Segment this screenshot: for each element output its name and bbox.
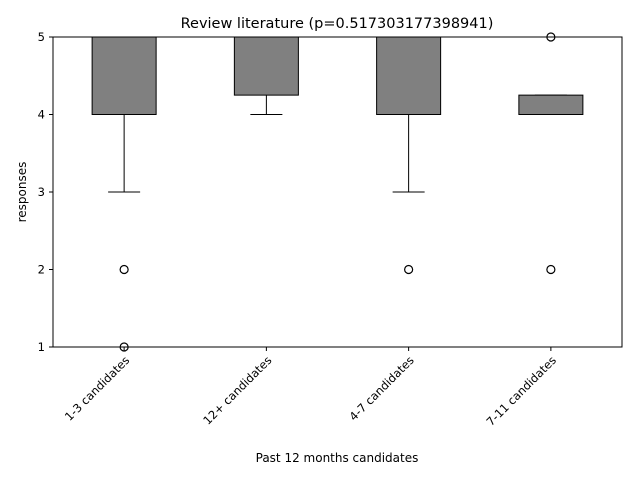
box-group [518,32,584,275]
outlier-point [119,264,129,275]
x-tick-label: 1-3 candidates [62,353,132,423]
y-axis-label: responses [15,162,29,223]
chart-title: Review literature (p=0.517303177398941) [181,16,494,32]
y-tick-label: 4 [38,108,45,122]
boxes-layer [91,32,584,352]
x-axis: 1-3 candidates 12+ candidates 4-7 candidat… [62,347,559,429]
x-tick-label: 7-11 candidates [483,353,559,429]
outlier-point [404,264,414,275]
x-tick-label: 12+ candidates [200,353,274,427]
box [376,36,442,115]
x-tick-label: 4-7 candidates [346,353,416,423]
y-axis: 1 2 3 4 5 [38,30,53,354]
y-tick-label: 3 [38,185,45,199]
x-axis-label: Past 12 months candidates [256,451,419,465]
y-tick-label: 5 [38,30,45,44]
y-tick-label: 2 [38,263,45,277]
box [518,94,584,115]
box-group [91,36,157,352]
box-group [233,36,299,115]
box-group [376,36,442,275]
y-tick-label: 1 [38,340,45,354]
box [91,36,157,115]
box [233,36,299,96]
outlier-point [546,264,556,275]
